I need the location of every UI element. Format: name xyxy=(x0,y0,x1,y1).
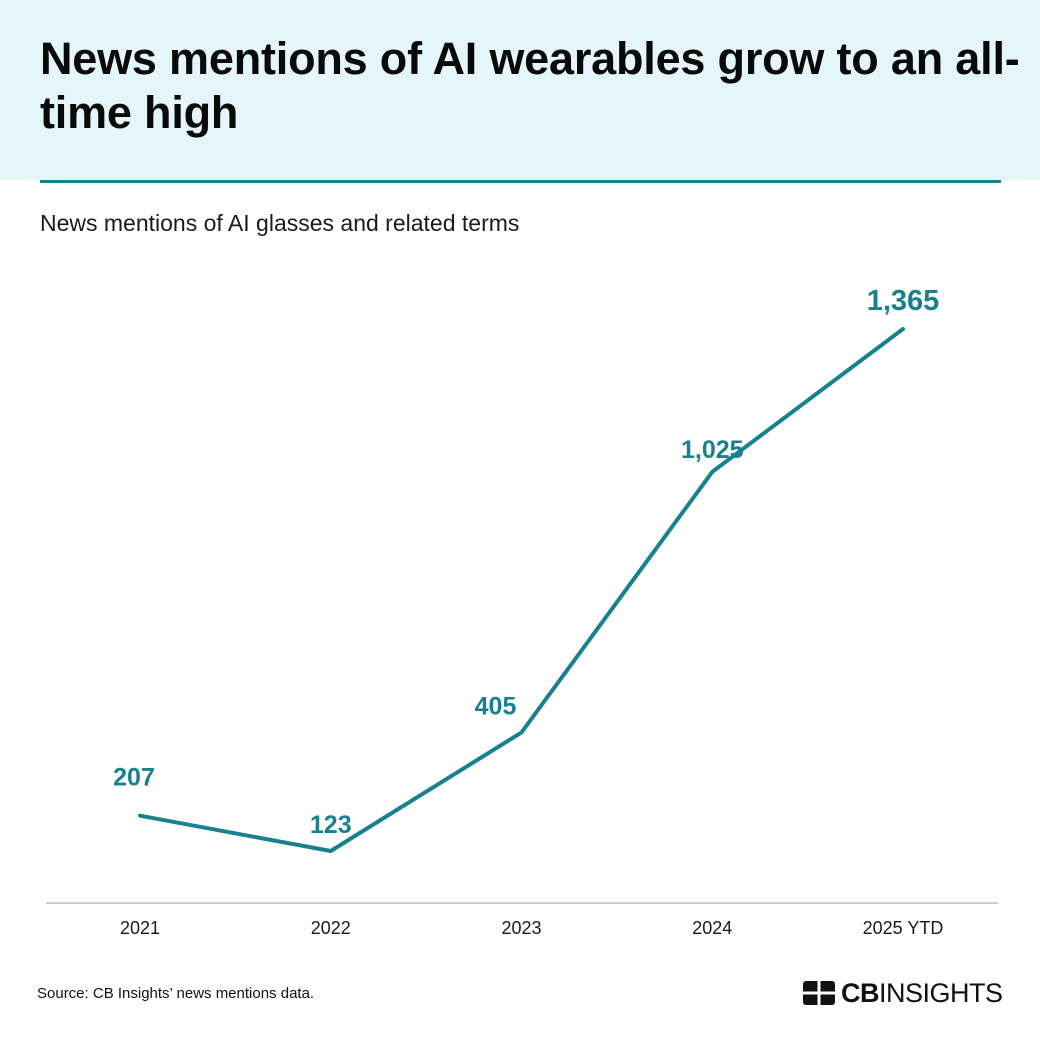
x-tick-label: 2025 YTD xyxy=(863,918,944,938)
line-chart: 2021 2022 2023 2024 2025 YTD 207 123 405 1,025 1… xyxy=(46,285,998,938)
header-band xyxy=(0,0,1040,180)
x-tick-label: 2021 xyxy=(120,918,160,938)
chart-subtitle: News mentions of AI glasses and related … xyxy=(40,210,520,236)
cb-insights-logo-text: CBINSIGHTS xyxy=(841,978,1003,1008)
data-labels: 207 123 405 1,025 1,365 xyxy=(113,285,939,839)
x-axis-tick-labels: 2021 2022 2023 2024 2025 YTD xyxy=(120,918,943,938)
x-tick-label: 2023 xyxy=(501,918,541,938)
x-tick-label: 2022 xyxy=(311,918,351,938)
data-label: 405 xyxy=(475,692,517,720)
logo-text-bold: CB xyxy=(841,978,880,1008)
data-label: 123 xyxy=(310,811,352,839)
cb-insights-logo: CBINSIGHTS xyxy=(803,977,1003,1009)
header-divider xyxy=(40,180,1001,183)
chart-title: News mentions of AI wearables grow to an… xyxy=(40,33,1020,138)
cb-insights-logo-icon xyxy=(803,981,835,1005)
series-line xyxy=(138,327,905,853)
data-label: 1,025 xyxy=(681,436,744,464)
x-tick-label: 2024 xyxy=(692,918,732,938)
logo-text-light: INSIGHTS xyxy=(879,978,1003,1008)
data-label: 207 xyxy=(113,764,155,792)
source-note: Source: CB Insights’ news mentions data. xyxy=(37,985,315,1002)
data-label: 1,365 xyxy=(867,285,940,317)
